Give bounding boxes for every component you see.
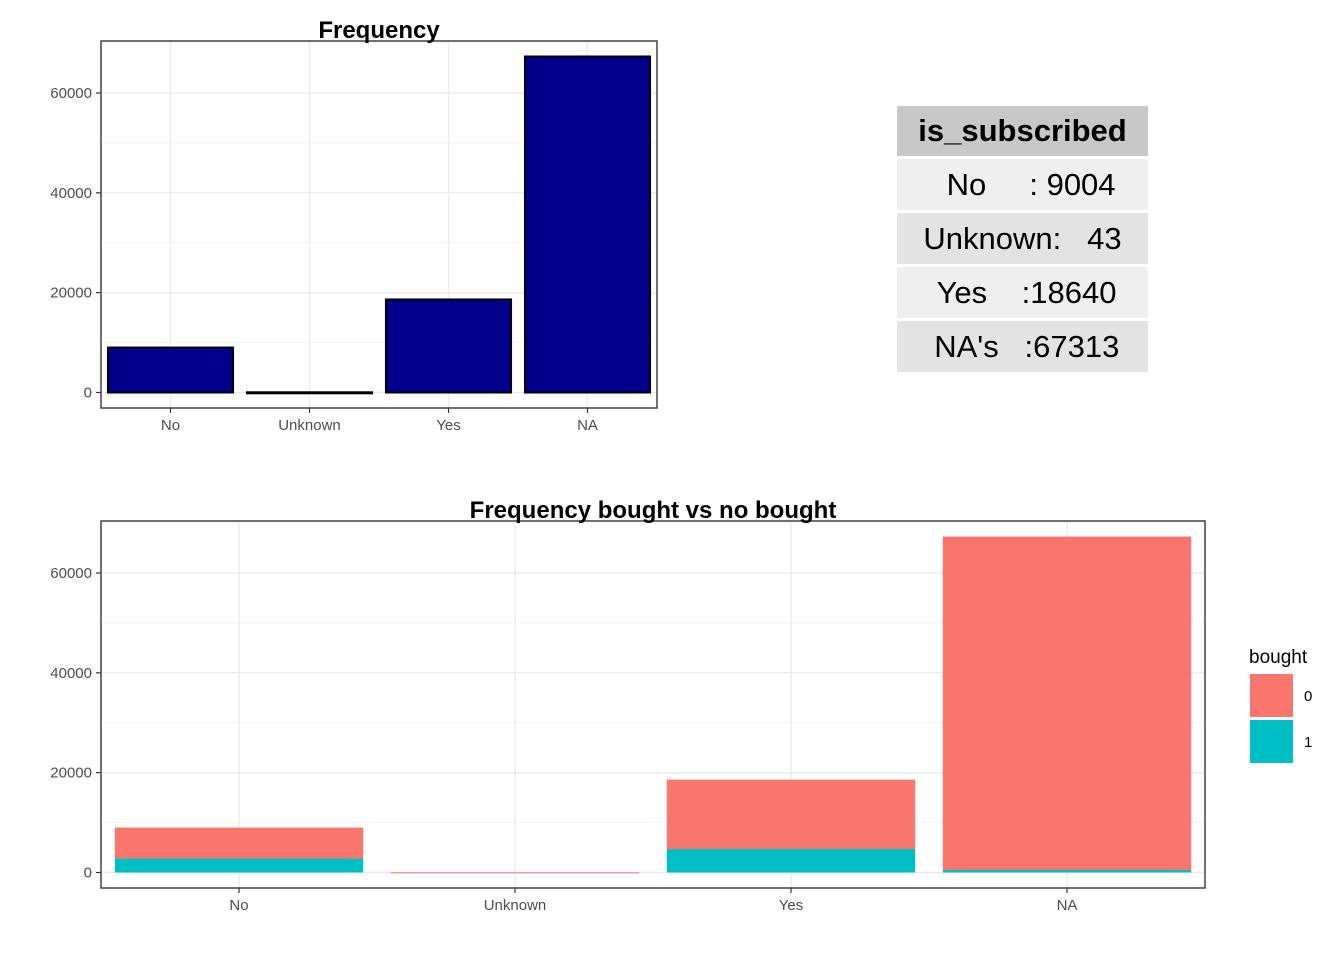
legend-key-1 — [1250, 720, 1293, 763]
bar-unknown — [245, 391, 374, 395]
bar-na-series-0 — [942, 536, 1192, 871]
y-tick-label: 40000 — [50, 185, 92, 202]
summary-table-header: is_subscribed — [897, 106, 1148, 156]
bar-no-series-1 — [114, 858, 364, 873]
y-tick-label: 0 — [84, 865, 92, 882]
legend-label-0: 0 — [1304, 688, 1312, 705]
legend-title: bought — [1249, 647, 1308, 668]
bar-yes-series-0 — [666, 779, 916, 850]
bar-na — [523, 55, 652, 394]
summary-row-no: No : 9004 — [897, 159, 1148, 210]
y-tick-label: 40000 — [50, 665, 92, 682]
summary-row-yes: Yes :18640 — [897, 267, 1148, 318]
y-tick-label: 20000 — [50, 765, 92, 782]
x-tick-label: Unknown — [278, 417, 341, 434]
legend-key-0 — [1250, 674, 1293, 717]
x-tick-label: Unknown — [484, 897, 547, 914]
bar-no — [106, 346, 235, 394]
x-tick-label: No — [161, 417, 180, 434]
y-tick-label: 60000 — [50, 565, 92, 582]
summary-row-na: NA's :67313 — [897, 321, 1148, 372]
bar-yes — [384, 298, 513, 394]
y-tick-label: 20000 — [50, 285, 92, 302]
panel-border — [100, 40, 658, 409]
bar-yes-series-1 — [666, 849, 916, 873]
x-tick-label: No — [229, 897, 248, 914]
x-tick-label: Yes — [436, 417, 460, 434]
bar-no-series-0 — [114, 827, 364, 859]
x-tick-label: Yes — [779, 897, 803, 914]
chart-panel-2: 0 20000 40000 60000 No Unknown Yes NA Frequency … — [50, 497, 1312, 914]
chart-title: Frequency bought vs no bought — [470, 497, 837, 524]
bar-unknown-series-0 — [390, 872, 640, 874]
chart-panel-1: 0 20000 40000 60000 No Unknown Yes NA Frequency — [50, 17, 658, 434]
y-tick-label: 0 — [84, 385, 92, 402]
summary-row-unknown: Unknown: 43 — [897, 213, 1148, 264]
chart-title: Frequency — [318, 17, 440, 44]
x-tick-label: NA — [577, 417, 598, 434]
summary-table: is_subscribed No : 9004 Unknown: 43 Yes … — [897, 106, 1148, 372]
y-tick-label: 60000 — [50, 85, 92, 102]
bar-na-series-1 — [942, 870, 1192, 873]
panel-border — [100, 520, 1206, 889]
x-tick-label: NA — [1057, 897, 1078, 914]
legend-label-1: 1 — [1304, 734, 1312, 751]
